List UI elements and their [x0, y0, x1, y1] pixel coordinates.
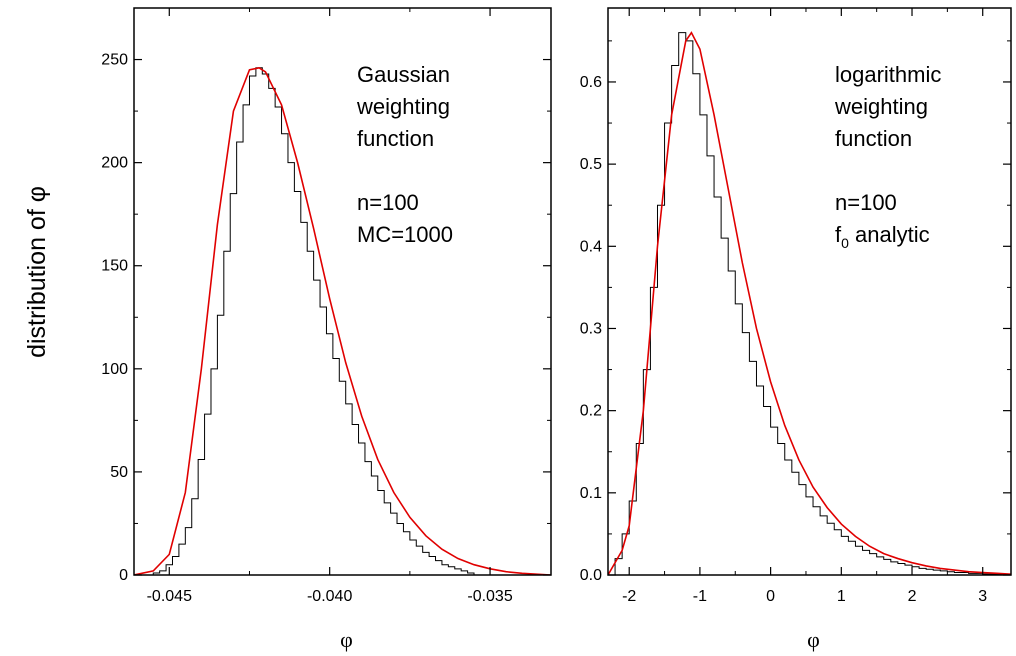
x-tick-label: 2: [908, 588, 917, 605]
plot-frame: [607, 7, 1012, 576]
fit-curve-series: [608, 31, 1011, 575]
y-tick-label: 0.3: [580, 320, 602, 337]
annotation-line: n=100: [835, 190, 897, 215]
fit-curve-series: [134, 66, 551, 575]
x-tick-label: -2: [622, 588, 636, 605]
annotation-line: Gaussian: [357, 62, 450, 87]
y-tick-label: 0.4: [580, 238, 602, 255]
y-tick-label: 250: [101, 52, 128, 69]
x-tick-label: -0.040: [307, 588, 352, 605]
annotation-line: f0 analytic: [835, 222, 930, 251]
plot-frame: [133, 7, 552, 576]
annotation-analytic: analytic: [849, 222, 930, 247]
annotation-line: function: [357, 126, 434, 151]
annotation-line: function: [835, 126, 912, 151]
x-tick-label: -0.045: [147, 588, 192, 605]
annotation-line: n=100: [357, 190, 419, 215]
y-tick-label: 150: [101, 258, 128, 275]
annotation-line: weighting: [834, 94, 928, 119]
y-axis-title: distribution of φ: [23, 186, 51, 358]
y-tick-label: 0.2: [580, 403, 602, 420]
panel-logarithmic: 0.0 0.1 0.2 0.3 0.4 0.5 0.6 -2 -1 0 1 2 3 φ logarithmi…: [580, 7, 1012, 652]
y-tick-label: 0.5: [580, 156, 602, 173]
x-axis-title: φ: [807, 627, 820, 652]
y-tick-label: 100: [101, 361, 128, 378]
annotation-f: f: [835, 222, 842, 247]
y-tick-label: 0: [119, 567, 128, 584]
x-tick-label: -1: [693, 588, 707, 605]
y-tick-label: 0.6: [580, 74, 602, 91]
panel-gaussian: 0 50 100 150 200 250 -0.045 -0.040 -0.035 φ Gaussi…: [101, 7, 552, 652]
histogram-series: [614, 32, 1005, 575]
annotation-line: logarithmic: [835, 62, 941, 87]
x-tick-label: -0.035: [467, 588, 512, 605]
x-tick-label: 3: [978, 588, 987, 605]
annotation-line: MC=1000: [357, 222, 453, 247]
histogram-series: [152, 67, 475, 575]
annotation-line: weighting: [356, 94, 450, 119]
annotation-subscript: 0: [841, 235, 849, 251]
y-tick-label: 0.0: [580, 567, 602, 584]
x-tick-label: 1: [837, 588, 846, 605]
y-tick-label: 50: [110, 464, 128, 481]
x-axis-title: φ: [340, 627, 353, 652]
y-tick-label: 0.1: [580, 485, 602, 502]
y-tick-label: 200: [101, 155, 128, 172]
x-tick-label: 0: [766, 588, 775, 605]
